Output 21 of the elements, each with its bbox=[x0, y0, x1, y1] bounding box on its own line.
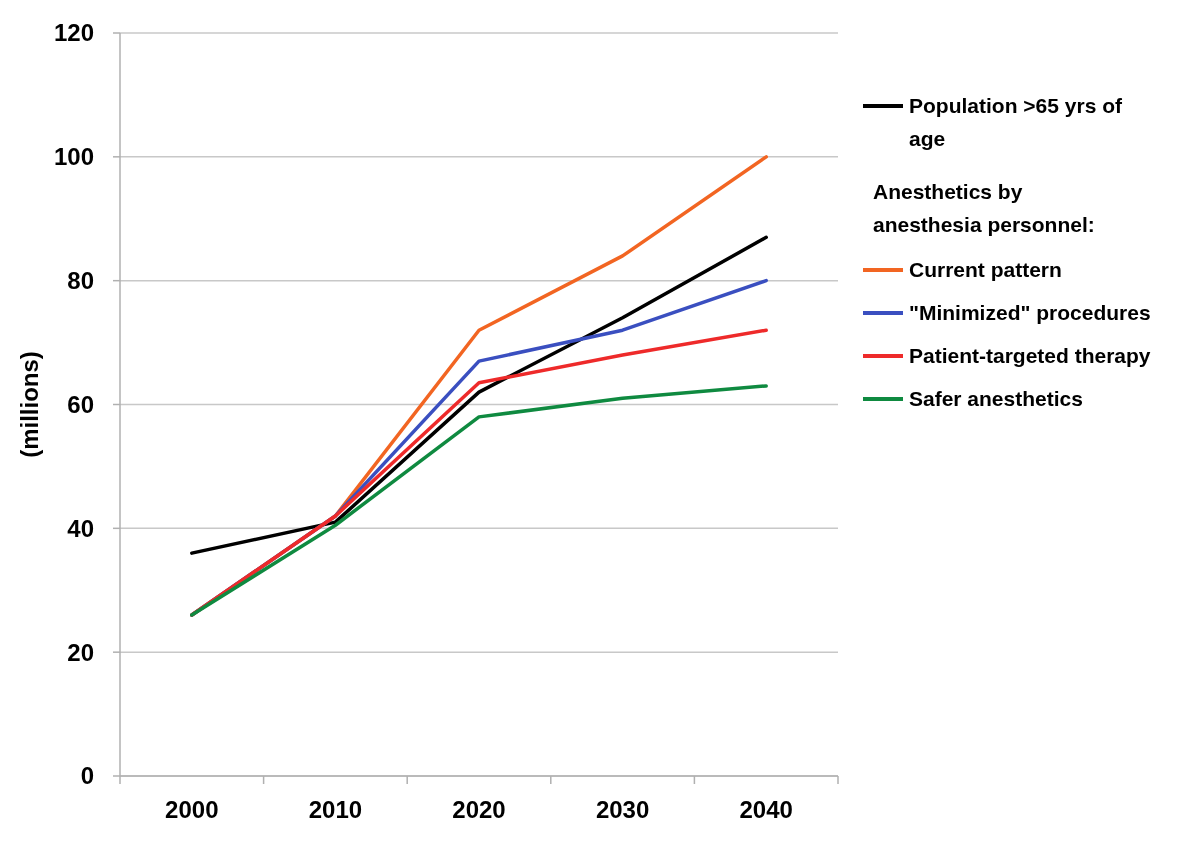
legend-label: "Minimized" procedures bbox=[909, 301, 1151, 324]
y-tick-label: 120 bbox=[53, 19, 94, 47]
x-tick-label: 2000 bbox=[165, 796, 219, 823]
x-tick-label: 2040 bbox=[739, 796, 793, 823]
x-tick-label: 2030 bbox=[595, 796, 650, 823]
y-tick-label: 60 bbox=[67, 390, 94, 418]
line-series bbox=[190, 384, 768, 617]
y-axis-title: (millions) bbox=[16, 351, 43, 458]
line-series bbox=[190, 235, 768, 555]
y-tick-label: 0 bbox=[80, 762, 94, 790]
x-tick-label: 2020 bbox=[452, 796, 506, 823]
legend-label: Population >65 yrs of age bbox=[909, 94, 1123, 150]
x-tick-label: 2010 bbox=[308, 796, 363, 823]
y-tick-label: 20 bbox=[67, 638, 94, 666]
legend-label: Current pattern bbox=[909, 258, 1062, 281]
legend-label: Patient-targeted therapy bbox=[909, 344, 1151, 367]
legend-title: Anesthetics by anesthesia personnel: bbox=[873, 180, 1095, 236]
y-tick-label: 40 bbox=[67, 514, 94, 542]
y-tick-label: 100 bbox=[53, 143, 94, 171]
legend-label: Safer anesthetics bbox=[909, 387, 1083, 410]
y-tick-label: 80 bbox=[67, 267, 94, 295]
